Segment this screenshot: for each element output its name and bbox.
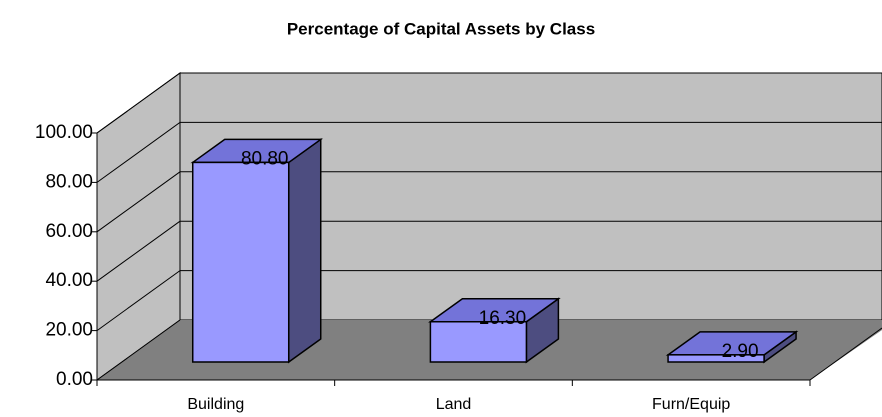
y-tick-label: 0.00 (56, 369, 93, 390)
y-tick-label: 60.00 (45, 221, 93, 242)
grid-line (96, 220, 181, 282)
bar (667, 354, 765, 363)
grid-line (96, 319, 181, 381)
floor-edge (809, 327, 882, 381)
bar-side (287, 137, 322, 364)
grid-line (96, 121, 181, 183)
grid-line (96, 270, 181, 332)
y-tick-label: 40.00 (45, 270, 93, 291)
data-label: 2.90 (722, 341, 759, 362)
y-tick-label: 20.00 (45, 320, 93, 341)
bar (429, 320, 528, 363)
grid-line (96, 171, 181, 233)
grid-line (96, 72, 181, 134)
data-label: 16.30 (479, 308, 527, 329)
bar (191, 161, 290, 363)
chart-title: Percentage of Capital Assets by Class (287, 19, 595, 38)
x-tick-label: Land (436, 396, 472, 413)
data-label: 80.80 (241, 148, 289, 169)
y-tick-label: 80.00 (45, 171, 93, 192)
x-tick-label: Building (187, 396, 244, 413)
y-tick-label: 100.00 (35, 122, 93, 143)
x-tick-label: Furn/Equip (652, 396, 730, 413)
